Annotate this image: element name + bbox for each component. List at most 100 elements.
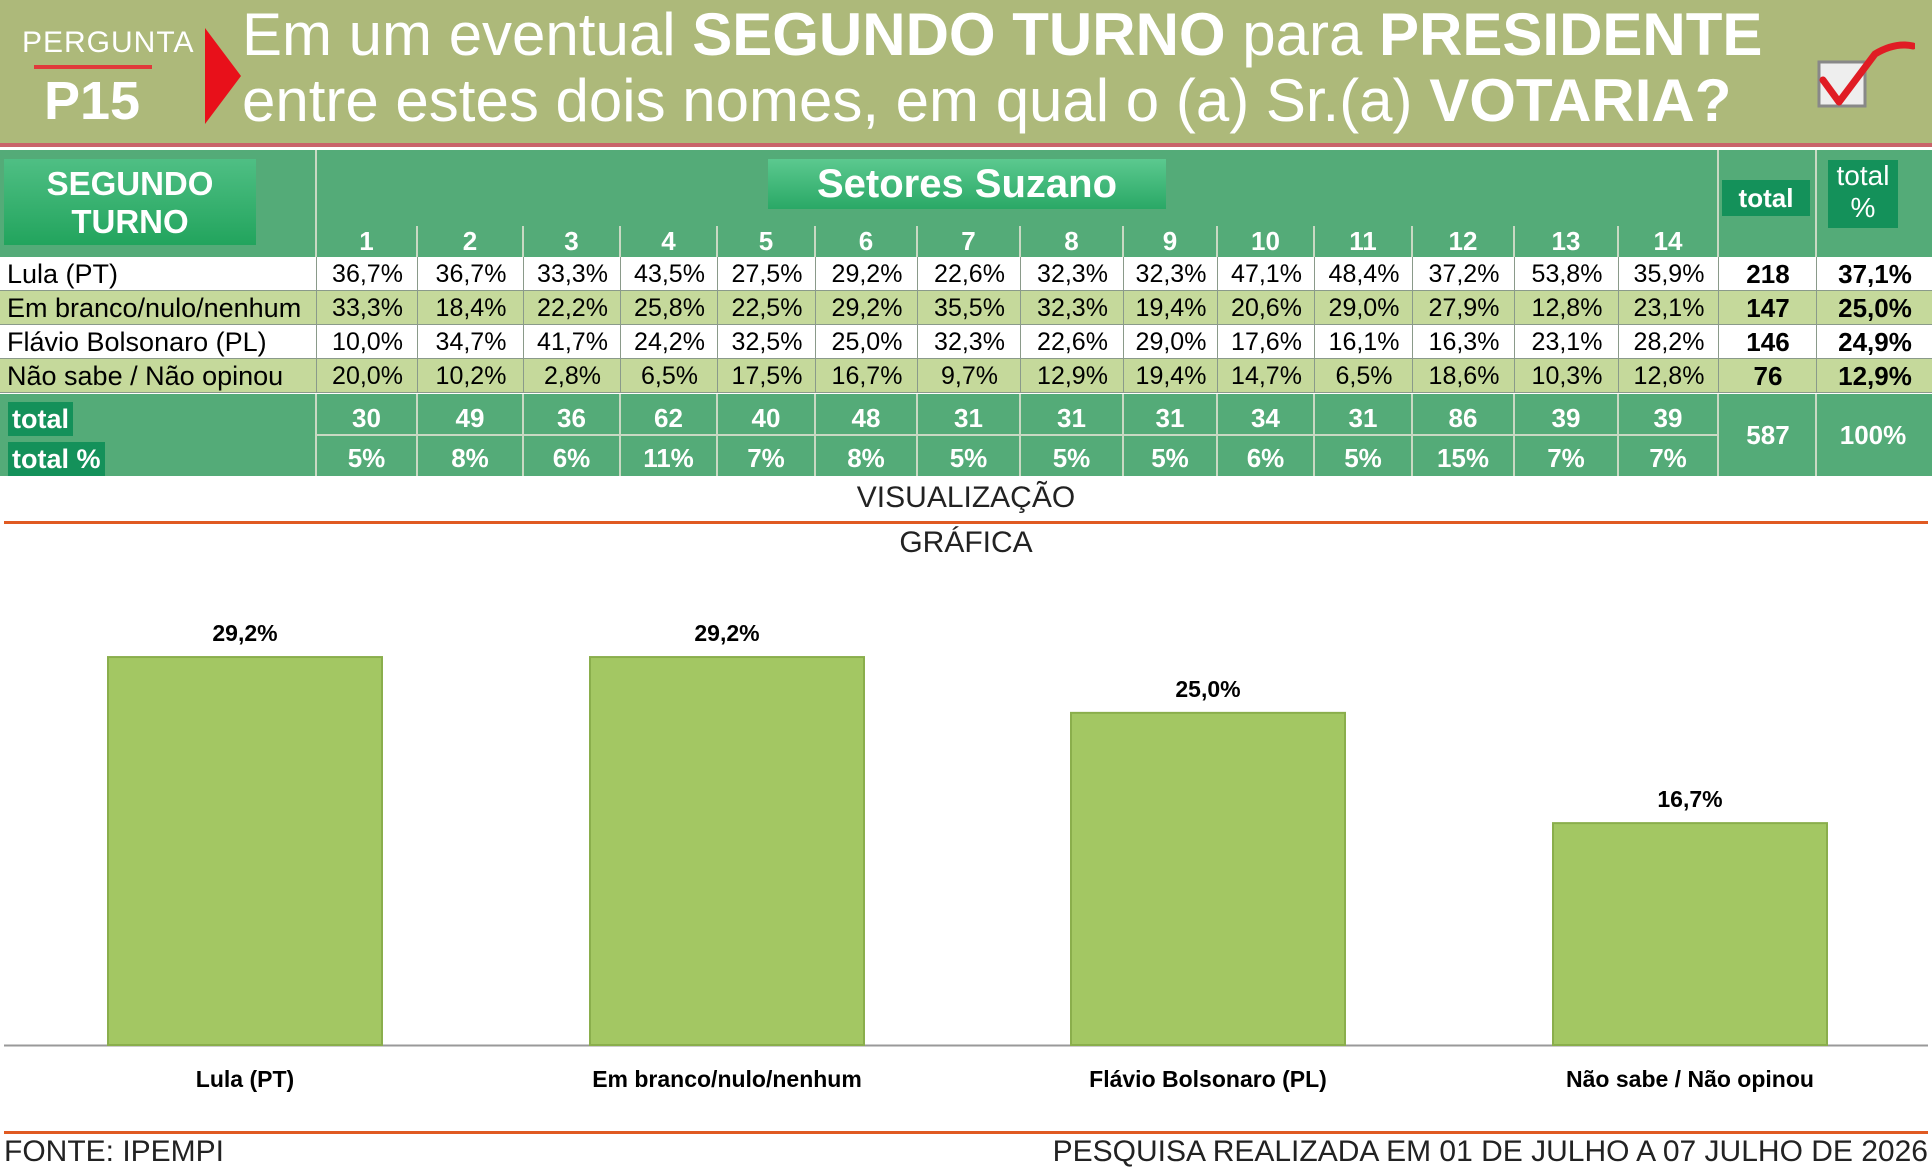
- category-label: Em branco/nulo/nenhum: [592, 1066, 862, 1092]
- table-cell: 34,7%: [417, 325, 524, 359]
- table-cell: 53,8%: [1514, 257, 1619, 291]
- footer-pct-cell: 5%: [949, 443, 988, 473]
- footer-total-cell: 36: [557, 403, 586, 433]
- question-header: PERGUNTA P15 Em um eventual SEGUNDO TURN…: [0, 0, 1932, 147]
- grand-total-pct: 100%: [1839, 420, 1907, 450]
- table-cell: 12,8%: [1618, 359, 1719, 393]
- table-cell: 16,3%: [1412, 325, 1515, 359]
- footer-pct-cell: 11%: [643, 443, 694, 473]
- column-divider: [1717, 150, 1719, 257]
- row-total-pct: 12,9%: [1816, 359, 1932, 393]
- question-line-1: Em um eventual SEGUNDO TURNO para PRESID…: [242, 1, 1763, 68]
- table-cell: 25,8%: [620, 291, 718, 325]
- table-row: Não sabe / Não opinou 20,0% 10,2% 2,8% 6,5% 1…: [0, 359, 1932, 393]
- category-label: Não sabe / Não opinou: [1566, 1066, 1814, 1092]
- footer-total-cell: 49: [455, 403, 485, 433]
- footer-pct-cell: 5%: [347, 443, 386, 473]
- grand-total: 587: [1746, 420, 1790, 450]
- column-divider: [1815, 394, 1817, 476]
- table-cell: 2,8%: [523, 359, 621, 393]
- table-cell: 29,2%: [815, 291, 918, 325]
- table-cell: 41,7%: [523, 325, 621, 359]
- column-divider: [1313, 226, 1315, 257]
- table-cell: 27,9%: [1412, 291, 1515, 325]
- column-divider: [1411, 226, 1413, 257]
- question-badge: PERGUNTA P15: [22, 18, 193, 131]
- arrow-right-icon: [205, 28, 241, 124]
- column-header: 1: [359, 226, 374, 256]
- bar: [107, 656, 383, 1047]
- table-cell: 20,6%: [1217, 291, 1315, 325]
- corner-label: SEGUNDO TURNO: [4, 159, 256, 245]
- survey-period-text: PESQUISA REALIZADA EM 01 DE JULHO A 07 J…: [1052, 1135, 1928, 1168]
- table-cell: 37,2%: [1412, 257, 1515, 291]
- row-label: Em branco/nulo/nenhum: [7, 293, 302, 323]
- total-header: total: [1722, 180, 1810, 216]
- footer-pct-cell: 8%: [847, 443, 885, 473]
- footer-pct-cell: 7%: [747, 443, 785, 473]
- footer-total-cell: 31: [1348, 403, 1378, 433]
- table-cell: 19,4%: [1123, 359, 1218, 393]
- column-divider: [1513, 226, 1515, 257]
- table-cell: 12,9%: [1020, 359, 1124, 393]
- table-row: Flávio Bolsonaro (PL) 10,0% 34,7% 41,7% 24,2…: [0, 325, 1932, 359]
- badge-number: P15: [43, 71, 141, 131]
- divider: [4, 521, 1928, 524]
- footer-total-cell: 31: [1057, 403, 1086, 433]
- row-total: 218: [1718, 257, 1817, 291]
- column-header: 2: [462, 226, 478, 256]
- footer-totalpct-label: total %: [8, 442, 105, 476]
- table-cell: 18,4%: [417, 291, 524, 325]
- table-cell: 35,5%: [917, 291, 1021, 325]
- column-divider: [315, 150, 317, 257]
- column-header: 11: [1349, 226, 1377, 256]
- table-cell: 43,5%: [620, 257, 718, 291]
- footer-total-cell: 31: [1155, 403, 1185, 433]
- category-label: Flávio Bolsonaro (PL): [1089, 1066, 1327, 1092]
- column-header: 10: [1251, 226, 1280, 256]
- total-pct-header: total %: [1828, 160, 1898, 228]
- column-divider: [716, 226, 718, 257]
- footer-pct-cell: 7%: [1547, 443, 1585, 473]
- column-header: 9: [1162, 226, 1178, 256]
- table-cell: 28,2%: [1618, 325, 1719, 359]
- data-label: 16,7%: [1657, 786, 1722, 812]
- footer-total-cell: 62: [654, 403, 683, 433]
- table-cell: 9,7%: [917, 359, 1021, 393]
- table-cell: 27,5%: [717, 257, 816, 291]
- table-cell: 12,8%: [1514, 291, 1619, 325]
- row-total-pct: 24,9%: [1816, 325, 1932, 359]
- badge-divider: [34, 65, 152, 69]
- footer-pct-cell: 8%: [451, 443, 489, 473]
- bar-chart: 29,2% Lula (PT) 29,2% Em branco/nulo/nenhum…: [4, 620, 1928, 1092]
- footer-total-cell: 31: [954, 403, 983, 433]
- table-cell: 29,0%: [1314, 291, 1413, 325]
- source-text: FONTE: IPEMPI: [4, 1135, 225, 1168]
- table-cell: 17,6%: [1217, 325, 1315, 359]
- column-divider: [1122, 226, 1124, 257]
- footer-pct-cell: 7%: [1649, 443, 1687, 473]
- table-cell: 18,6%: [1412, 359, 1515, 393]
- data-label: 25,0%: [1175, 676, 1240, 702]
- table-cell: 16,1%: [1314, 325, 1413, 359]
- column-header: 8: [1064, 226, 1079, 256]
- row-total: 76: [1718, 359, 1817, 393]
- table-cell: 14,7%: [1217, 359, 1315, 393]
- table-cell: 19,4%: [1123, 291, 1218, 325]
- question-line-2: entre estes dois nomes, em qual o (a) Sr…: [242, 67, 1732, 134]
- column-header: 3: [564, 226, 579, 256]
- bar: [1070, 711, 1346, 1046]
- row-divider: [316, 434, 1718, 436]
- table-cell: 22,5%: [717, 291, 816, 325]
- column-header: 7: [961, 226, 976, 256]
- column-header: 14: [1653, 226, 1683, 256]
- footer-pct-cell: 6%: [552, 443, 591, 473]
- table-cell: 16,7%: [815, 359, 918, 393]
- table-cell: 47,1%: [1217, 257, 1315, 291]
- table-row: Lula (PT) 36,7% 36,7% 33,3% 43,5% 27,5% 29,2% 2…: [0, 257, 1932, 291]
- table-cell: 36,7%: [316, 257, 418, 291]
- table-cell: 32,5%: [717, 325, 816, 359]
- column-divider: [1617, 226, 1619, 257]
- column-divider: [1815, 150, 1817, 257]
- column-header: 6: [858, 226, 874, 256]
